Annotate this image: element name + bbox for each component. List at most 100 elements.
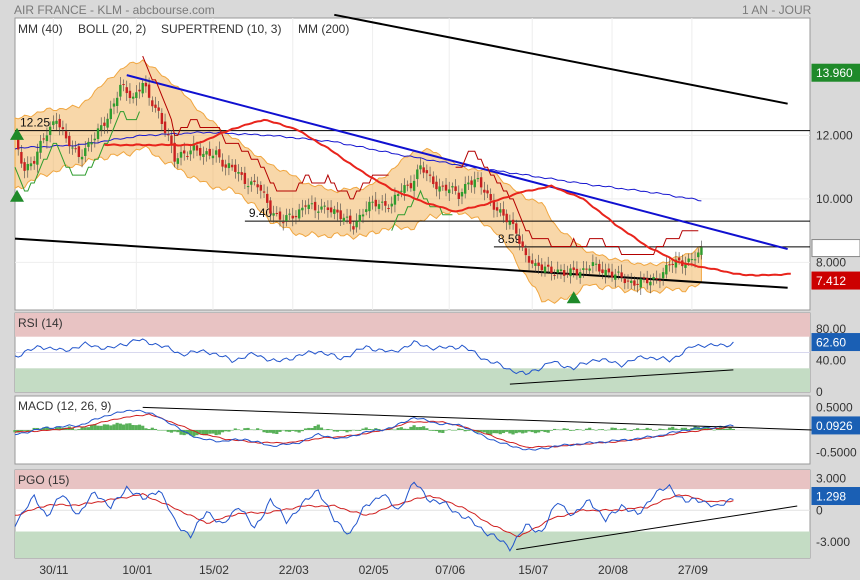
macd-histogram-bar bbox=[479, 430, 483, 432]
price-value-tag-bg bbox=[811, 63, 860, 82]
macd-histogram-bar bbox=[326, 428, 330, 430]
macd-histogram-bar bbox=[728, 427, 732, 430]
candle bbox=[205, 151, 208, 155]
macd-histogram-bar bbox=[431, 430, 435, 431]
macd-histogram-bar bbox=[90, 424, 94, 430]
candle bbox=[697, 252, 700, 258]
candle bbox=[173, 142, 176, 162]
candle bbox=[23, 162, 26, 171]
candle bbox=[572, 267, 575, 270]
macd-histogram-bar bbox=[291, 430, 295, 431]
price-value-tag-bg bbox=[811, 271, 860, 290]
rsi-line bbox=[14, 338, 734, 376]
candle bbox=[559, 269, 563, 271]
macd-histogram-bar bbox=[109, 425, 113, 430]
candle bbox=[195, 145, 199, 151]
candle bbox=[186, 155, 189, 157]
candle bbox=[61, 127, 65, 130]
x-tick-label: 07/06 bbox=[435, 563, 465, 577]
macd-y-tick: -0.5000 bbox=[816, 446, 857, 460]
candle bbox=[626, 280, 630, 282]
macd-histogram-bar bbox=[313, 426, 317, 430]
candle bbox=[668, 264, 671, 266]
candle bbox=[601, 269, 604, 274]
candle bbox=[230, 164, 234, 168]
candle bbox=[444, 184, 448, 191]
macd-histogram-bar bbox=[530, 430, 534, 433]
macd-histogram-bar bbox=[77, 429, 81, 430]
pgo-legend: PGO (15) bbox=[18, 473, 69, 487]
candle bbox=[214, 150, 218, 155]
candle bbox=[68, 135, 71, 147]
candle bbox=[460, 192, 464, 197]
macd-histogram-bar bbox=[227, 430, 231, 432]
macd-histogram-bar bbox=[74, 429, 78, 431]
macd-histogram-bar bbox=[415, 427, 419, 430]
candle bbox=[183, 150, 186, 154]
rsi-band bbox=[15, 368, 810, 392]
macd-histogram-bar bbox=[198, 430, 202, 434]
macd-histogram-bar bbox=[447, 429, 451, 430]
macd-histogram-bar bbox=[214, 430, 218, 436]
candle bbox=[578, 272, 582, 278]
macd-histogram-bar bbox=[287, 430, 292, 432]
macd-histogram-bar bbox=[115, 422, 119, 430]
macd-histogram-bar bbox=[645, 427, 649, 430]
candle bbox=[240, 172, 243, 175]
macd-histogram-bar bbox=[332, 430, 336, 432]
macd-histogram-bar bbox=[546, 430, 550, 433]
candle bbox=[617, 271, 620, 273]
candle bbox=[588, 268, 591, 271]
candle bbox=[176, 158, 180, 164]
candle bbox=[479, 177, 483, 188]
pgo-y-tick: -3.000 bbox=[816, 535, 850, 549]
candle bbox=[674, 259, 678, 268]
candle bbox=[208, 148, 211, 156]
candle bbox=[103, 122, 106, 126]
macd-histogram-bar bbox=[572, 430, 576, 431]
macd-histogram-bar bbox=[303, 428, 308, 430]
candle bbox=[470, 180, 473, 185]
macd-histogram-bar bbox=[217, 430, 221, 435]
candle bbox=[342, 217, 346, 222]
macd-histogram-bar bbox=[629, 430, 633, 431]
candle bbox=[291, 215, 294, 219]
candle bbox=[403, 185, 406, 193]
macd-histogram-bar bbox=[604, 430, 608, 431]
macd-histogram-bar bbox=[80, 427, 84, 430]
candle bbox=[435, 181, 438, 190]
macd-histogram-bar bbox=[594, 430, 598, 431]
macd-histogram-bar bbox=[610, 427, 614, 430]
macd-histogram-bar bbox=[131, 424, 135, 430]
macd-histogram-bar bbox=[319, 427, 324, 430]
macd-histogram-bar bbox=[422, 426, 426, 430]
macd-histogram-bar bbox=[460, 429, 464, 430]
macd-histogram-bar bbox=[671, 426, 675, 430]
macd-histogram-bar bbox=[348, 430, 352, 432]
candle bbox=[614, 274, 617, 280]
candle bbox=[412, 180, 416, 191]
macd-histogram-bar bbox=[543, 430, 547, 433]
candle bbox=[288, 213, 291, 215]
macd-value-tag-bg bbox=[811, 416, 860, 435]
price-value-tag: 13.960 bbox=[816, 66, 853, 80]
candle bbox=[377, 204, 381, 209]
macd-histogram-bar bbox=[268, 430, 273, 433]
chart-title: AIR FRANCE - KLM - abcbourse.com bbox=[14, 3, 215, 17]
candle bbox=[687, 258, 690, 262]
pgo-y-tick: 0 bbox=[816, 503, 823, 517]
macd-histogram-bar bbox=[169, 430, 174, 433]
candle bbox=[486, 190, 489, 194]
candle bbox=[285, 215, 288, 222]
candle bbox=[320, 206, 323, 210]
candle bbox=[131, 96, 135, 99]
candle bbox=[623, 278, 627, 284]
macd-panel: 0.5000 -0.5000 MACD (12, 26, 9) 0.0926 bbox=[13, 395, 860, 465]
pgo-value-tag-bg bbox=[811, 487, 860, 506]
macd-histogram-bar bbox=[157, 430, 161, 431]
candle bbox=[266, 193, 269, 203]
macd-histogram-bar bbox=[556, 429, 560, 430]
macd-histogram-bar bbox=[712, 429, 716, 431]
macd-histogram-bar bbox=[699, 428, 704, 430]
mm200-line bbox=[14, 131, 702, 202]
